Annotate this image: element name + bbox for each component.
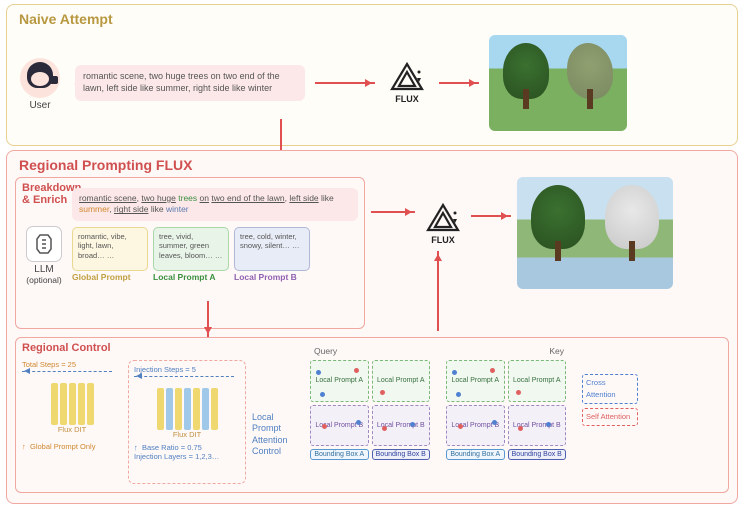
bbb-cell: Bounding Box B (372, 449, 431, 460)
local-b-card: tree, cold, winter, snowy, silent… … (234, 227, 310, 271)
arrow-icon (439, 82, 479, 84)
user-prompt: romantic scene, two huge trees on two en… (75, 65, 305, 100)
base-ratio-label: Base Ratio = 0.75 (134, 443, 240, 452)
regional-title: Regional Prompting FLUX (15, 157, 196, 173)
lpb-cell: Local Prompt B (372, 405, 431, 447)
flux-triangle-icon (425, 203, 461, 233)
cross-attn-label: Cross Attention (582, 374, 638, 404)
llm-block: LLM (optional) (22, 224, 66, 285)
flux-dit-label-2: Flux DIT (134, 430, 240, 439)
key-label: Key (549, 346, 564, 356)
flux-logo: FLUX (421, 203, 465, 245)
flux-triangle-icon (389, 62, 425, 92)
arrow-left-icon (134, 376, 234, 378)
injection-steps-label: Injection Steps = 5 (134, 365, 240, 374)
llm-optional: (optional) (22, 275, 66, 285)
self-attn-label: Self Attention (582, 408, 638, 426)
query-label: Query (314, 346, 337, 356)
key-grid: Local Prompt A Local Prompt A Local Prom… (446, 360, 566, 460)
arrow-icon (371, 211, 415, 213)
llm-label: LLM (22, 264, 66, 275)
arrow-left-icon (22, 371, 112, 373)
lpb-cell: Local Prompt B (508, 405, 567, 447)
flux-logo: FLUX (385, 62, 429, 104)
attention-legend: Cross Attention Self Attention (582, 374, 638, 460)
user-block: User (15, 56, 65, 111)
bba-cell: Bounding Box A (310, 449, 369, 460)
query-grid: Local Prompt A Local Prompt A Local Prom… (310, 360, 430, 460)
arrow-icon (315, 82, 375, 84)
global-prompt-label: Global Prompt (72, 272, 148, 282)
global-dit-block: Total Steps = 25 Flux DIT Global Prompt … (22, 360, 122, 451)
enriched-prompt: romantic scene, two huge trees on two en… (72, 188, 358, 221)
lpa-cell: Local Prompt A (372, 360, 431, 402)
regional-control-panel: Regional Control Total Steps = 25 Flux D… (15, 337, 729, 493)
flux-dit-label: Flux DIT (22, 425, 122, 434)
lpa-cell: Local Prompt A (310, 360, 369, 402)
arrow-icon (471, 215, 511, 217)
naive-result-image (489, 35, 627, 131)
dit-stack-icon (134, 382, 240, 430)
naive-title: Naive Attempt (15, 11, 117, 27)
global-prompt-card: romantic, vibe, light, lawn, broad… … (72, 227, 148, 271)
regional-panel: Regional Prompting FLUX Breakdown& Enric… (6, 150, 738, 504)
arrow-up-icon (437, 251, 439, 331)
dit-stack-icon (22, 377, 122, 425)
user-avatar-icon (20, 58, 60, 98)
injection-block: Injection Steps = 5 Flux DIT Base Ratio … (128, 360, 246, 484)
breakdown-panel: Breakdown& Enrich LLM (optional) romanti… (15, 177, 365, 329)
bbb-cell: Bounding Box B (508, 449, 567, 460)
local-b-label: Local Prompt B (234, 272, 310, 282)
lpac-label: Local Prompt Attention Control (252, 412, 304, 457)
total-steps-label: Total Steps = 25 (22, 360, 122, 369)
llm-icon (26, 226, 62, 262)
naive-panel: Naive Attempt User romantic scene, two h… (6, 4, 738, 146)
bba-cell: Bounding Box A (446, 449, 505, 460)
local-a-card: tree, vivid, summer, green leaves, bloom… (153, 227, 229, 271)
regional-result-image (517, 177, 673, 289)
injection-layers-label: Injection Layers = 1,2,3… (134, 452, 240, 461)
lpb-cell: Local Prompt B (310, 405, 369, 447)
local-a-label: Local Prompt A (153, 272, 229, 282)
control-title: Regional Control (22, 342, 111, 354)
user-label: User (15, 100, 65, 111)
global-only-label: Global Prompt Only (22, 442, 122, 451)
lpb-cell: Local Prompt B (446, 405, 505, 447)
lpa-cell: Local Prompt A (446, 360, 505, 402)
lpa-cell: Local Prompt A (508, 360, 567, 402)
arrow-down-icon (207, 301, 209, 337)
